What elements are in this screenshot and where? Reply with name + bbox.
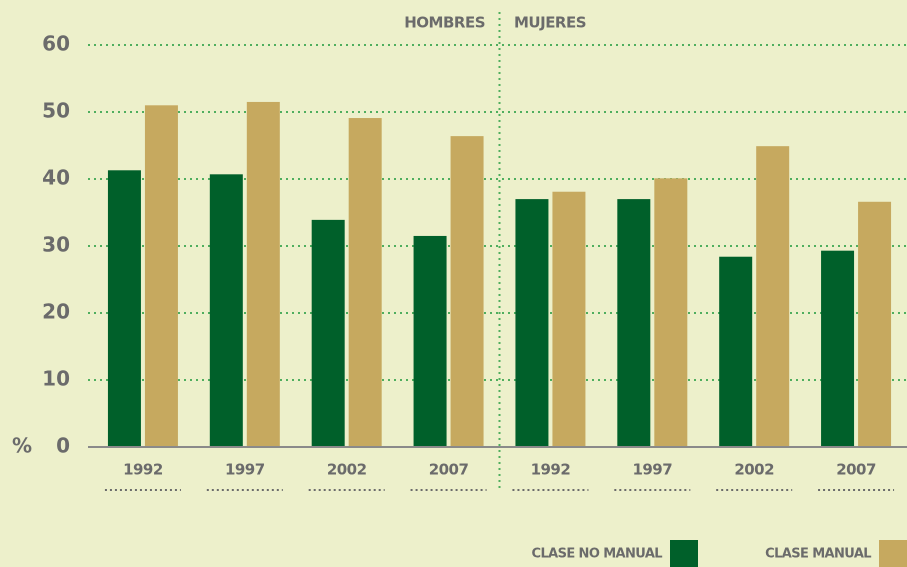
x-tick-label: 2007 xyxy=(429,461,469,479)
bar xyxy=(552,191,586,447)
bar xyxy=(654,178,688,447)
bar xyxy=(756,146,790,448)
legend-label: CLASE NO MANUAL xyxy=(532,547,663,562)
bar xyxy=(821,250,855,447)
y-tick-label: 10 xyxy=(42,367,70,391)
x-tick-label: 1992 xyxy=(123,461,163,479)
y-tick-label: 20 xyxy=(42,300,70,324)
x-tick-label: 2007 xyxy=(836,461,876,479)
x-tick-label: 1992 xyxy=(531,461,571,479)
y-axis-label: % xyxy=(12,434,32,458)
bar xyxy=(450,136,484,447)
y-tick-label: 0 xyxy=(56,434,70,458)
group-label: MUJERES xyxy=(514,14,586,32)
bar xyxy=(719,256,753,447)
x-tick-label: 2002 xyxy=(734,461,774,479)
bar xyxy=(144,105,178,448)
x-tick-label: 2002 xyxy=(327,461,367,479)
bar xyxy=(209,174,243,447)
y-tick-label: 60 xyxy=(42,32,70,56)
legend-swatch xyxy=(879,540,907,567)
legend-swatch xyxy=(670,540,698,567)
x-tick-label: 1997 xyxy=(632,461,672,479)
y-tick-label: 40 xyxy=(42,166,70,190)
bar xyxy=(246,101,280,447)
bar xyxy=(413,235,447,447)
bar xyxy=(858,201,892,447)
bar xyxy=(617,199,651,447)
group-label: HOMBRES xyxy=(404,14,485,32)
bar xyxy=(348,118,382,447)
bar xyxy=(515,199,549,447)
bar xyxy=(107,170,141,448)
y-tick-label: 30 xyxy=(42,233,70,257)
x-tick-label: 1997 xyxy=(225,461,265,479)
bar xyxy=(311,219,345,447)
legend-label: CLASE MANUAL xyxy=(765,547,871,562)
y-tick-label: 50 xyxy=(42,99,70,123)
